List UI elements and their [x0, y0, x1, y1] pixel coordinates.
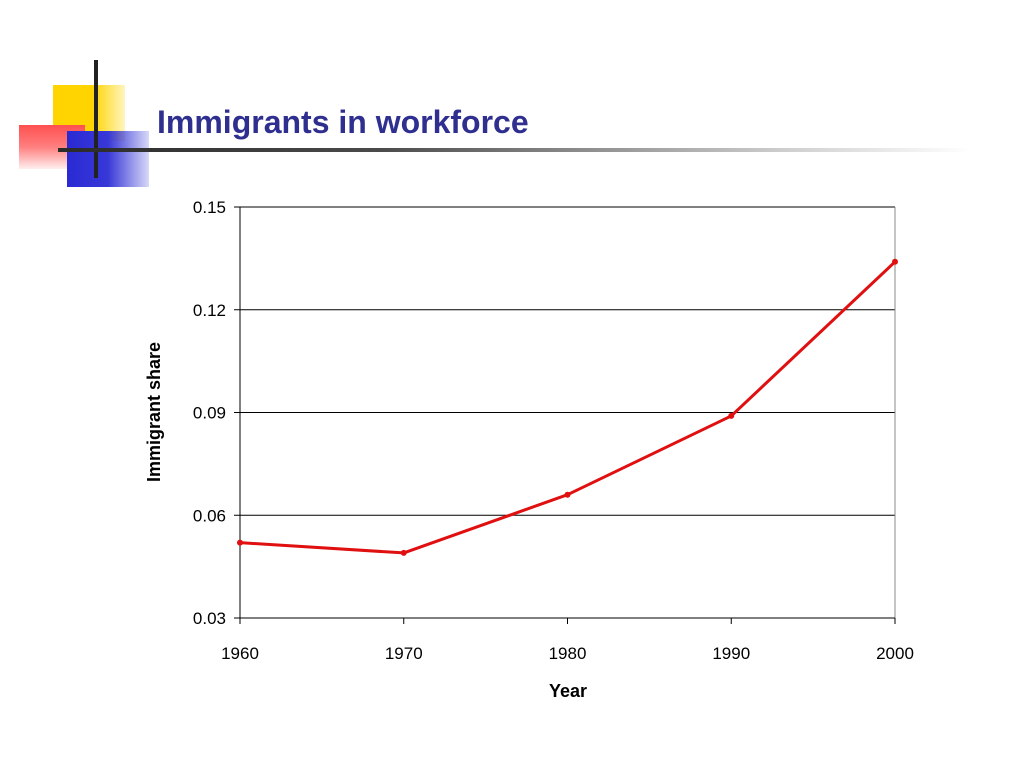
series-line [239, 260, 897, 555]
data-point [400, 549, 407, 556]
y-tick-label: 0.12 [193, 301, 226, 320]
logo-decoration [0, 0, 200, 200]
x-tick-label: 1970 [385, 644, 423, 663]
x-tick-label: 2000 [876, 644, 914, 663]
slide-title: Immigrants in workforce [157, 104, 529, 140]
x-tick-label: 1960 [221, 644, 259, 663]
axis-layer [234, 206, 896, 624]
logo-blue-square [67, 131, 149, 187]
x-axis-title: Year [549, 681, 587, 701]
y-axis-title: Immigrant share [144, 342, 164, 482]
x-tick-label: 1990 [712, 644, 750, 663]
series-layer [237, 258, 898, 556]
title-underline [58, 148, 970, 152]
y-tick-label: 0.09 [193, 404, 226, 423]
data-point [237, 539, 243, 546]
data-point [564, 491, 571, 498]
grid-layer [240, 206, 895, 619]
y-tick-label: 0.06 [193, 506, 226, 525]
label-layer: 0.03 0.06 0.09 0.12 0.15 1960 1970 1980 1990 2000 [193, 198, 914, 663]
data-point [892, 258, 898, 265]
x-tick-label: 1980 [549, 644, 587, 663]
logo-vertical-line [94, 60, 98, 178]
y-tick-label: 0.03 [193, 609, 226, 628]
y-tick-label: 0.15 [193, 198, 226, 217]
data-point [728, 412, 735, 419]
